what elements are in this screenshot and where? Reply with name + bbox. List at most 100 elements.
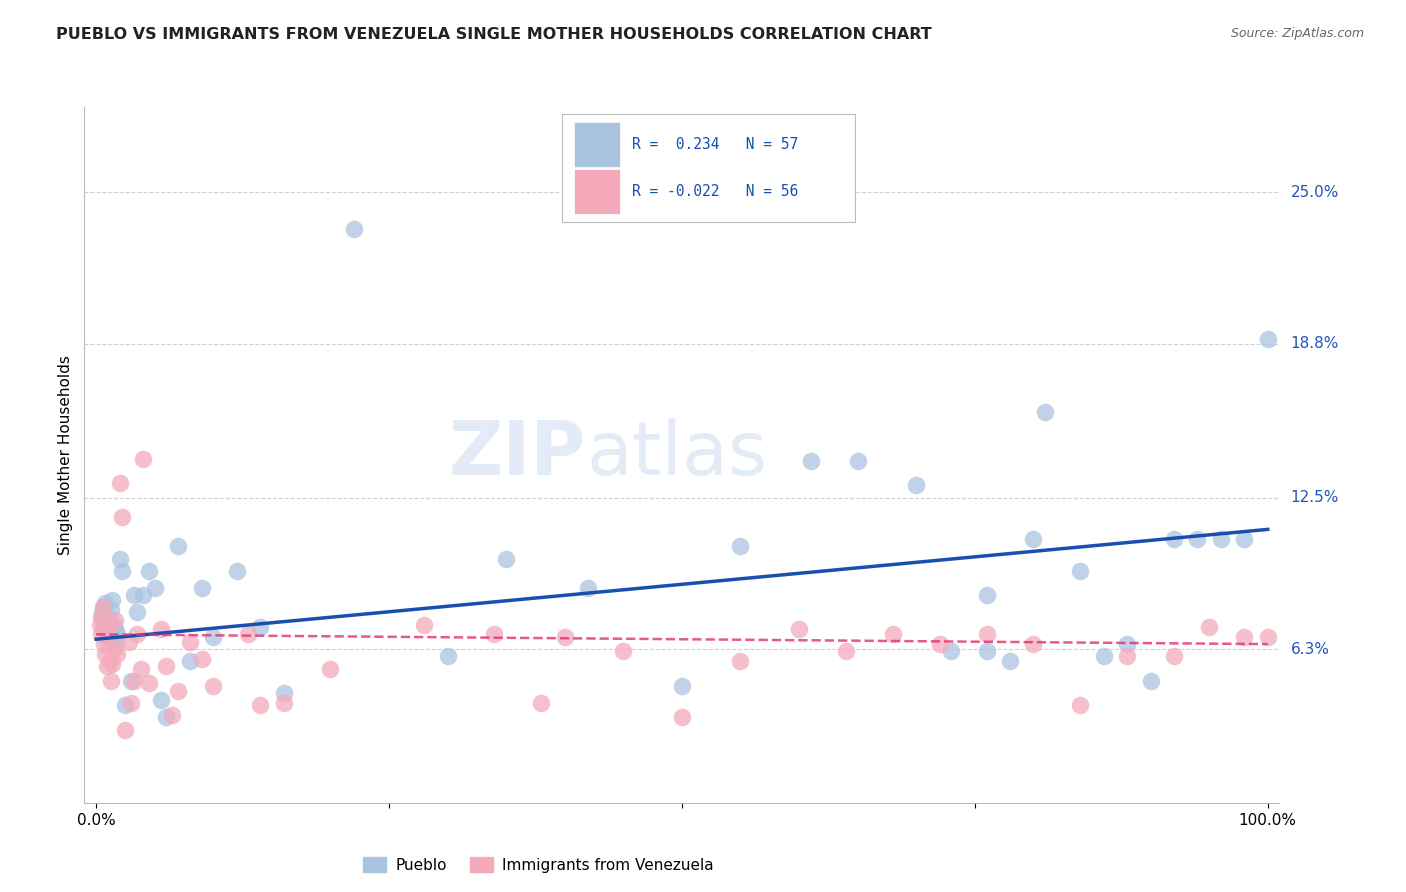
Point (105, 637, 127, 651)
Point (132, 451, 155, 466)
Text: atlas: atlas (586, 418, 768, 491)
Point (846, 454, 869, 468)
Point (576, 581, 599, 595)
Point (730, 654, 752, 668)
Text: PUEBLO VS IMMIGRANTS FROM VENEZUELA SINGLE MOTHER HOUSEHOLDS CORRELATION CHART: PUEBLO VS IMMIGRANTS FROM VENEZUELA SING… (56, 27, 932, 42)
Point (122, 673, 145, 688)
Y-axis label: Single Mother Households: Single Mother Households (58, 355, 73, 555)
Point (976, 627, 998, 641)
Point (94, 596, 117, 610)
Point (108, 475, 131, 490)
Point (1209, 532, 1232, 546)
FancyBboxPatch shape (562, 114, 855, 222)
Point (249, 620, 271, 634)
Point (91, 620, 114, 634)
Point (132, 588, 155, 602)
Point (800, 454, 823, 468)
Point (101, 593, 124, 607)
Point (671, 710, 693, 724)
Point (1233, 630, 1256, 644)
Point (905, 478, 928, 492)
Point (90, 606, 114, 620)
Point (155, 710, 177, 724)
Point (97, 630, 120, 644)
Point (103, 617, 125, 632)
Point (1092, 649, 1115, 664)
Bar (575, 169, 620, 214)
Point (1187, 532, 1209, 546)
Point (671, 679, 693, 693)
Point (179, 654, 201, 668)
Point (104, 613, 127, 627)
Point (149, 623, 172, 637)
Point (1257, 332, 1279, 346)
Point (103, 642, 125, 657)
Point (1257, 630, 1279, 644)
Point (1163, 532, 1185, 546)
Point (101, 657, 124, 671)
Point (98, 630, 120, 644)
Point (787, 623, 810, 637)
Point (129, 661, 152, 675)
Point (1116, 649, 1139, 664)
Point (111, 564, 134, 578)
Text: ZIP: ZIP (449, 418, 586, 491)
Point (530, 696, 553, 710)
Point (97, 632, 120, 647)
Point (90, 627, 112, 641)
Point (93, 637, 115, 651)
Point (273, 686, 295, 700)
Point (114, 723, 136, 737)
Point (167, 540, 190, 554)
Point (100, 603, 122, 617)
Point (105, 647, 128, 661)
Point (1233, 532, 1256, 546)
Point (104, 623, 127, 637)
Text: 18.8%: 18.8% (1291, 336, 1339, 351)
Point (554, 630, 576, 644)
Point (1033, 405, 1056, 419)
Legend: Pueblo, Immigrants from Venezuela: Pueblo, Immigrants from Venezuela (357, 850, 720, 879)
Point (127, 627, 149, 641)
Point (149, 693, 172, 707)
Point (730, 540, 752, 554)
Point (1139, 673, 1161, 688)
Point (105, 627, 128, 641)
Text: 12.5%: 12.5% (1291, 490, 1339, 505)
Point (1022, 532, 1045, 546)
Point (249, 698, 271, 713)
Point (179, 634, 201, 648)
Point (100, 673, 122, 688)
Point (976, 588, 998, 602)
Point (90, 610, 114, 624)
Point (998, 654, 1021, 668)
Point (167, 683, 190, 698)
Point (343, 222, 366, 236)
Point (138, 676, 160, 690)
Text: 6.3%: 6.3% (1291, 641, 1330, 657)
Point (114, 698, 136, 713)
Point (93, 623, 115, 637)
Point (190, 652, 212, 666)
Point (612, 644, 634, 658)
Point (155, 659, 177, 673)
Point (94, 647, 117, 661)
Point (1163, 649, 1185, 664)
Point (93, 600, 115, 615)
Point (190, 581, 212, 595)
Point (319, 661, 342, 675)
Point (1069, 564, 1091, 578)
Point (98, 654, 121, 668)
Text: 25.0%: 25.0% (1291, 185, 1339, 200)
Point (89, 617, 111, 632)
Point (941, 644, 963, 658)
Point (835, 644, 858, 658)
Point (202, 679, 225, 693)
Point (111, 510, 134, 524)
Point (273, 696, 295, 710)
Point (162, 707, 183, 722)
Point (120, 696, 142, 710)
Point (202, 630, 225, 644)
Point (108, 551, 131, 566)
Bar (575, 121, 620, 167)
